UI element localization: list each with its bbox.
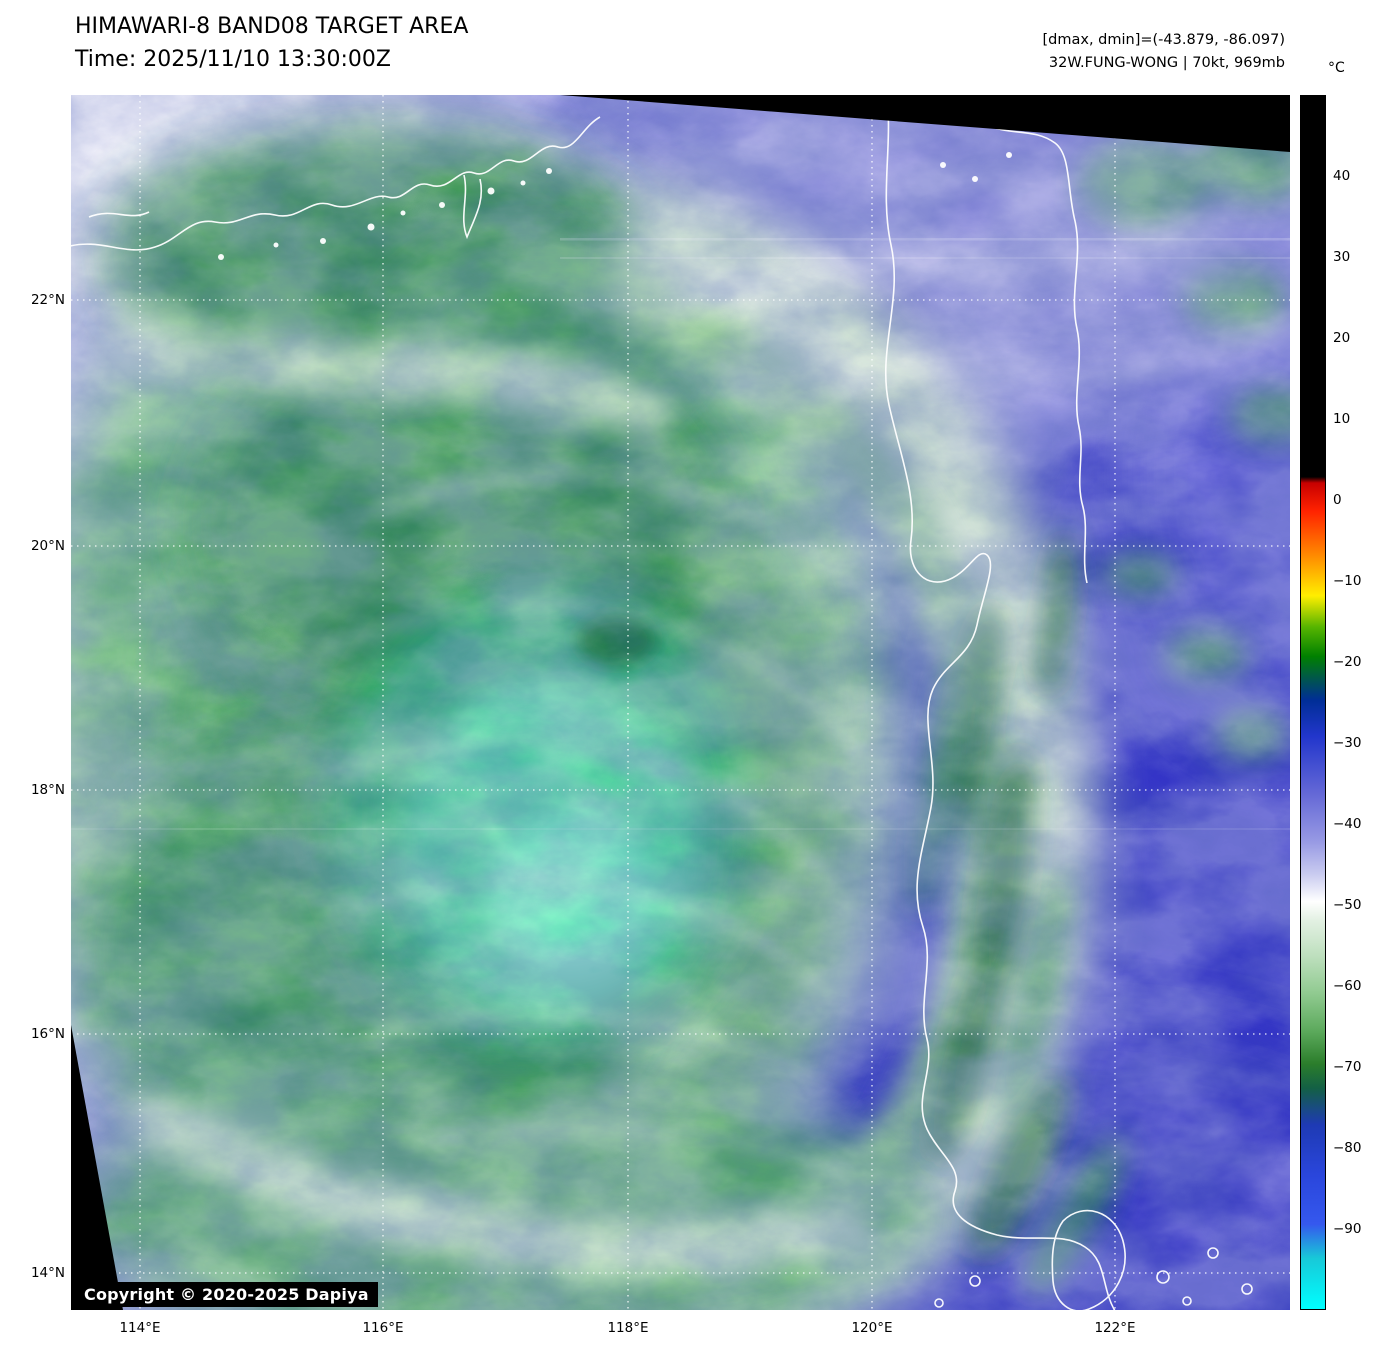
colorbar-tick-label: −80 bbox=[1333, 1140, 1362, 1156]
lat-label: 14°N bbox=[30, 1265, 65, 1281]
satellite-map: Copyright © 2020-2025 Dapiya bbox=[71, 95, 1290, 1310]
colorbar-tick-label: −90 bbox=[1333, 1221, 1362, 1237]
colorbar-tick-label: −20 bbox=[1333, 654, 1362, 670]
colorbar-tick-label: 40 bbox=[1333, 168, 1351, 184]
colorbar-unit-label: °C bbox=[1328, 60, 1345, 76]
colorbar-tick-label: 10 bbox=[1333, 411, 1351, 427]
colorbar-tick-label: −50 bbox=[1333, 897, 1362, 913]
colorbar-tick-label: 0 bbox=[1333, 492, 1342, 508]
figure-time: Time: 2025/11/10 13:30:00Z bbox=[75, 47, 391, 72]
lat-label: 18°N bbox=[30, 782, 65, 798]
colorbar-tick-label: −40 bbox=[1333, 816, 1362, 832]
colorbar-tick-label: −30 bbox=[1333, 735, 1362, 751]
lon-label: 120°E bbox=[851, 1320, 893, 1336]
storm-readout: 32W.FUNG-WONG | 70kt, 969mb bbox=[1048, 55, 1285, 71]
colorbar-tick-label: −70 bbox=[1333, 1059, 1362, 1075]
colorbar-tick-label: −60 bbox=[1333, 978, 1362, 994]
offscan-mask bbox=[71, 95, 1290, 1310]
lat-label: 20°N bbox=[30, 538, 65, 554]
satellite-image bbox=[71, 95, 1290, 1310]
colorbar-tick-label: −10 bbox=[1333, 573, 1362, 589]
lon-label: 116°E bbox=[362, 1320, 404, 1336]
colorbar-tick-label: 30 bbox=[1333, 249, 1351, 265]
lon-label: 114°E bbox=[119, 1320, 161, 1336]
cloud-noise-dark bbox=[71, 95, 1290, 1310]
lat-label: 22°N bbox=[30, 292, 65, 308]
dmax-dmin-readout: [dmax, dmin]=(-43.879, -86.097) bbox=[1042, 32, 1286, 48]
lon-label: 122°E bbox=[1094, 1320, 1136, 1336]
figure-title: HIMAWARI-8 BAND08 TARGET AREA bbox=[75, 14, 469, 39]
copyright-badge: Copyright © 2020-2025 Dapiya bbox=[75, 1282, 378, 1307]
coastal-islands bbox=[218, 152, 1012, 260]
colorbar bbox=[1300, 95, 1326, 1310]
lon-label: 118°E bbox=[607, 1320, 649, 1336]
lat-label: 16°N bbox=[30, 1026, 65, 1042]
colorbar-tick-label: 20 bbox=[1333, 330, 1351, 346]
latlon-gridlines bbox=[71, 95, 1290, 1310]
